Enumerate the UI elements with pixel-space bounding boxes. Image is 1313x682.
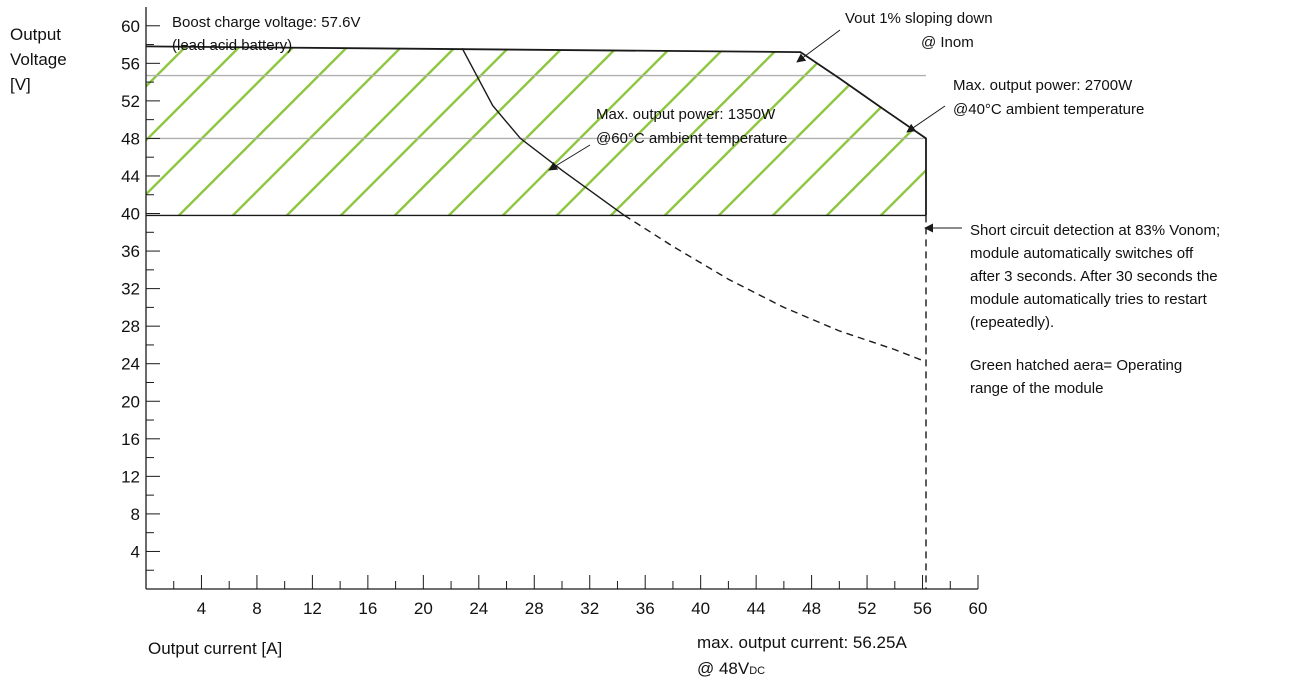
annotation-vout-line2: @ Inom <box>921 34 974 51</box>
annotation-short-line5: (repeatedly). <box>970 314 1054 331</box>
hatch-line <box>701 46 926 216</box>
x-tick-label: 36 <box>636 599 655 618</box>
annotation-short-line3: after 3 seconds. After 30 seconds the <box>970 268 1218 285</box>
x-tick-label: 40 <box>691 599 710 618</box>
x-tick-label: 20 <box>414 599 433 618</box>
x-tick-label: 52 <box>858 599 877 618</box>
y-tick-label: 12 <box>121 467 140 486</box>
y-tick-label: 56 <box>121 54 140 73</box>
annotation-short-line2: module automatically switches off <box>970 245 1194 262</box>
annotation-1350w: Max. output power: 1350W @60°C ambient t… <box>548 106 787 171</box>
operating-area-hatch <box>146 0 1313 232</box>
x-tick-label: 32 <box>580 599 599 618</box>
x-tick-label: 24 <box>469 599 488 618</box>
series-line <box>461 47 625 216</box>
hatch-line <box>323 46 565 216</box>
x-tick-label: 48 <box>802 599 821 618</box>
annotation-short-line4: module automatically tries to restart <box>970 291 1208 308</box>
annotation-maxcur-line2: @ 48V <box>697 659 750 678</box>
y-tick-label: 16 <box>121 430 140 449</box>
hatch-line <box>146 46 295 216</box>
annotation-maxcur-line2-wrap: @ 48VDC <box>697 659 765 678</box>
annotation-1350w-line1: Max. output power: 1350W <box>596 106 776 123</box>
hatch-line <box>1134 0 1313 232</box>
annotation-2700w-line1: Max. output power: 2700W <box>953 77 1133 94</box>
x-tick-label: 16 <box>358 599 377 618</box>
arrow-2700w <box>906 105 946 133</box>
y-axis-title-line1: Output <box>10 25 61 44</box>
hatch-line <box>377 46 619 216</box>
annotation-boost-line1: Boost charge voltage: 57.6V <box>172 14 360 31</box>
arrow-1350w <box>548 144 591 171</box>
annotation-max-current: max. output current: 56.25A @ 48VDC <box>697 633 907 678</box>
hatch-line <box>485 46 727 216</box>
y-tick-label: 48 <box>121 129 140 148</box>
y-tick-label: 36 <box>121 242 140 261</box>
hatch-line <box>146 46 349 216</box>
y-tick-label: 32 <box>121 280 140 299</box>
hatch-line <box>215 46 457 216</box>
annotation-green-line1: Green hatched aera= Operating <box>970 357 1182 374</box>
annotation-short-circuit: Short circuit detection at 83% Vonom; mo… <box>924 222 1220 331</box>
y-tick-label: 8 <box>131 505 140 524</box>
annotation-boost-line2: (lead acid battery) <box>172 37 292 54</box>
series-lines <box>145 45 927 589</box>
y-tick-label: 52 <box>121 92 140 111</box>
y-axis-title-line2: Voltage <box>10 50 67 69</box>
y-tick-label: 28 <box>121 317 140 336</box>
x-axis-title: Output current [A] <box>148 639 282 658</box>
annotation-2700w-line2: @40°C ambient temperature <box>953 101 1144 118</box>
hatch-line <box>431 46 673 216</box>
annotation-1350w-line2: @60°C ambient temperature <box>596 130 787 147</box>
annotation-maxcur-line1: max. output current: 56.25A <box>697 633 907 652</box>
y-tick-label: 4 <box>131 542 140 561</box>
x-tick-label: 28 <box>525 599 544 618</box>
hatch-line <box>809 46 926 216</box>
y-tick-label: 44 <box>121 167 140 186</box>
x-tick-label: 4 <box>197 599 206 618</box>
annotation-vout-line1: Vout 1% sloping down <box>845 10 993 27</box>
x-tick-label: 12 <box>303 599 322 618</box>
x-ticks: 4 8 12 16 20 24 28 32 36 40 44 48 52 56 60 <box>173 575 988 618</box>
hatch-line <box>161 46 403 216</box>
x-tick-label: 56 <box>913 599 932 618</box>
x-tick-label: 44 <box>747 599 766 618</box>
grid-lines <box>146 74 926 140</box>
annotation-boost-charge: Boost charge voltage: 57.6V (lead acid b… <box>172 14 360 54</box>
annotation-vout-slope: Vout 1% sloping down @ Inom <box>796 10 993 63</box>
hatch-line <box>539 46 781 216</box>
annotation-short-line1: Short circuit detection at 83% Vonom; <box>970 222 1220 239</box>
y-axis-title-line3: [V] <box>10 75 31 94</box>
hatch-line <box>755 46 926 216</box>
annotation-green-area: Green hatched aera= Operating range of t… <box>970 357 1182 397</box>
annotation-maxcur-subscript: DC <box>749 665 765 677</box>
hatch-line <box>1188 0 1313 232</box>
hatch-line <box>647 46 889 216</box>
y-tick-label: 60 <box>121 17 140 36</box>
annotation-green-line2: range of the module <box>970 380 1103 397</box>
y-tick-label: 40 <box>121 205 140 224</box>
y-tick-label: 24 <box>121 355 140 374</box>
series-line <box>145 45 927 216</box>
hatch-line <box>863 46 926 216</box>
x-tick-label: 60 <box>969 599 988 618</box>
series-line <box>624 214 927 363</box>
hatch-line <box>593 46 835 216</box>
hatch-line <box>269 46 511 216</box>
annotation-2700w: Max. output power: 2700W @40°C ambient t… <box>906 77 1144 133</box>
x-tick-label: 8 <box>252 599 261 618</box>
y-tick-label: 20 <box>121 392 140 411</box>
arrow-vout <box>796 29 841 63</box>
